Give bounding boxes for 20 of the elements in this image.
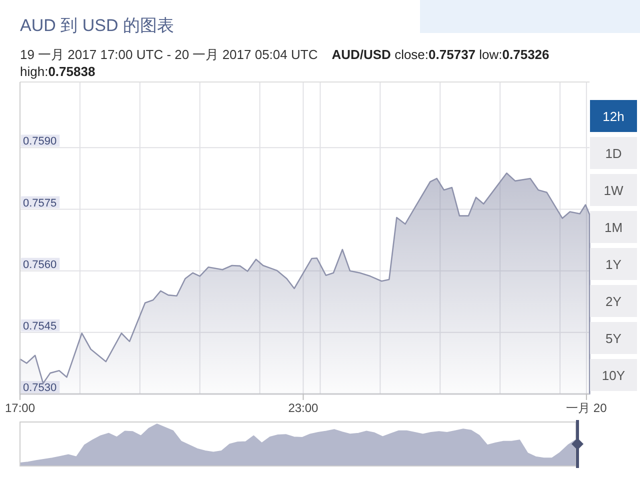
y-tick-label: 0.7590 <box>23 136 57 148</box>
text: 12h <box>602 109 624 124</box>
text: 10Y <box>602 368 626 383</box>
y-tick-label: 0.7530 <box>23 382 57 394</box>
text: 1D <box>605 146 622 161</box>
x-tick-label: 一月 20 <box>566 401 608 415</box>
x-tick-label: 17:00 <box>4 401 36 415</box>
text: 1Y <box>606 257 622 272</box>
text: 5Y <box>606 331 622 346</box>
text: high:0.75838 <box>20 64 96 79</box>
x-tick-label: 23:00 <box>288 401 319 415</box>
y-tick-label: 0.7575 <box>23 197 57 210</box>
text: AUD/USD close:0.75737 low:0.75326 <box>332 47 550 62</box>
text: 1M <box>604 220 623 235</box>
text: 2Y <box>606 294 622 309</box>
chart-title: AUD 到 USD 的图表 <box>20 16 174 35</box>
y-tick-label: 0.7545 <box>23 320 57 332</box>
y-tick-label: 0.7560 <box>23 258 57 271</box>
text: 1W <box>604 183 624 198</box>
chart-subtitle: 19 一月 2017 17:00 UTC - 20 一月 2017 05:04 UTC <box>20 47 318 62</box>
